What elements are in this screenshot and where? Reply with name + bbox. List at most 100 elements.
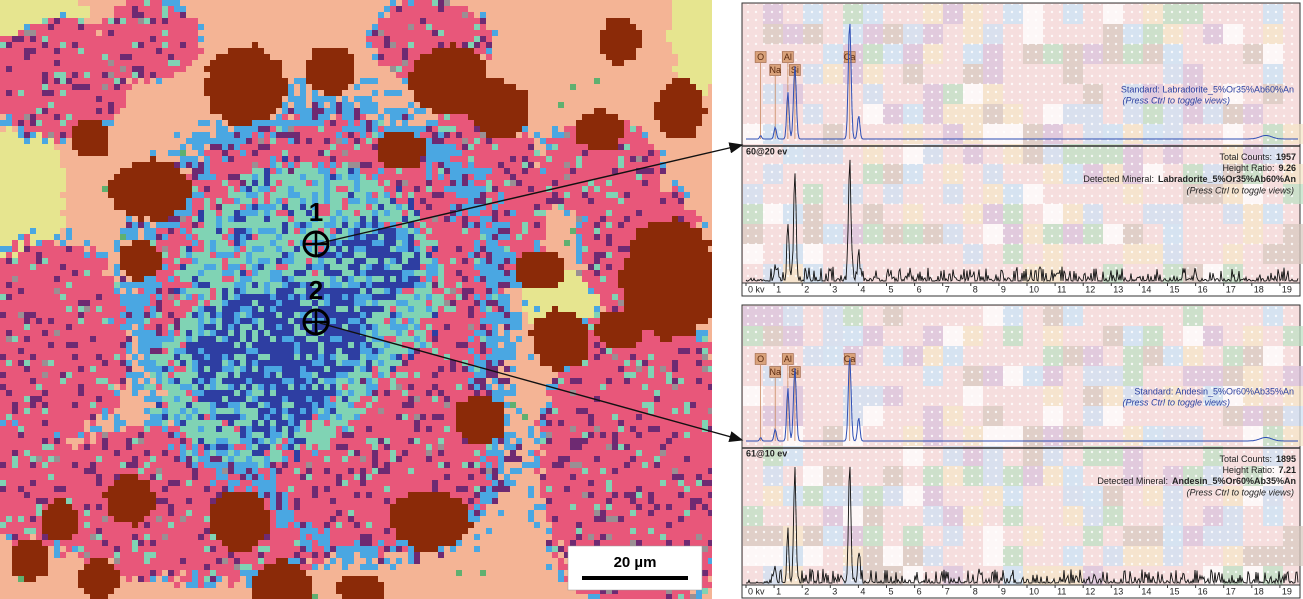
toggle-hint: (Press Ctrl to toggle views) [1122,397,1230,407]
scale-box [567,545,703,591]
element-label: O [757,52,764,62]
toggle-hint: (Press Ctrl to toggle views) [1186,185,1294,195]
map-phase [0,0,712,599]
axis-label: 12 [1085,284,1095,294]
measured-spectrum [745,159,1299,283]
axis-label: 10 [1029,284,1039,294]
element-box [769,366,782,378]
marker-cross [304,310,328,334]
axis-label: 16 [1198,586,1208,596]
axis-label: 11 [1057,586,1066,596]
axis-label: 5 [889,284,894,294]
toggle-hint: (Press Ctrl to toggle views) [1186,487,1294,497]
axis-label: 13 [1113,586,1123,596]
stat-value: Labradorite_5%Or35%Ab60%An [1158,174,1296,184]
axis-strip [741,282,1301,297]
toggle-hint: (Press Ctrl to toggle views) [1122,95,1230,105]
point-label: 61@10 ev [746,448,787,458]
axis-label: 4 [860,586,865,596]
axis-label: 6 [917,586,922,596]
axis-label: 8 [973,284,978,294]
standard-spectrum [746,23,1298,140]
panel-dots [743,306,1299,584]
spectra: 0 kv 1 2 3 4 5 6 7 8 9 10 11 12 13 14 15 16 17 18 19ONaAlSi… [741,2,1303,599]
stat: Detected Mineral: Labradorite_5%Or35%Ab60… [1083,174,1296,184]
overlay: 1 2 20 µm [302,142,744,591]
stat: Height Ratio: 7.21 [1222,465,1296,475]
axis-label: 18 [1254,586,1264,596]
standard-name: Standard: Labradorite_5%Or35%Ab60%An [1121,84,1294,94]
element-label: Na [769,367,781,377]
map-phase [156,156,438,462]
arrow [315,321,744,443]
element-label: O [757,354,764,364]
spectrum-panel: 0 kv 1 2 3 4 5 6 7 8 9 10 11 12 13 14 15 16 17 18 19ONaAlSi… [741,304,1303,599]
stat: Total Counts: 1895 [1219,454,1296,464]
stat-label: Total Counts: [1219,152,1272,162]
stat-value: 7.21 [1278,465,1296,475]
stat: Total Counts: 1957 [1219,152,1296,162]
axis-label: 0 kv [748,586,765,596]
axis-label: 5 [889,586,894,596]
axis-label: 2 [804,284,809,294]
axis-label: 8 [973,586,978,596]
scale-label: 20 µm [614,554,657,571]
axis-label: 3 [832,284,837,294]
stat-label: Height Ratio: [1222,465,1274,475]
panel-dots [743,4,1299,282]
axis-label: 10 [1029,586,1039,596]
spectrum-panel: 0 kv 1 2 3 4 5 6 7 8 9 10 11 12 13 14 15 16 17 18 19ONaAlSi… [741,2,1303,297]
stat-label: Total Counts: [1219,454,1272,464]
axis-label: 13 [1113,284,1123,294]
map-phase [0,0,712,599]
axis-label: 17 [1226,284,1236,294]
map-phase [0,0,712,599]
axis-label: 19 [1282,586,1292,596]
axis-label: 9 [1001,586,1006,596]
element-box [754,51,767,63]
axis-label: 1 [776,284,781,294]
axis-label: 11 [1057,284,1066,294]
element-box [782,353,794,365]
axis-label: 12 [1085,586,1095,596]
measured-spectrum [745,466,1299,585]
point-label: 60@20 ev [746,146,787,156]
axis-label: 4 [860,284,865,294]
element-label: Na [769,65,781,75]
mineral-map [0,0,712,599]
element-label: Ca [844,52,856,62]
element-box [769,64,782,76]
axis-label: 6 [917,284,922,294]
element-box [843,51,856,63]
element-label: Al [784,52,792,62]
axis-label: 0 kv [748,284,765,294]
stat-label: Height Ratio: [1222,163,1274,173]
axis-strip [741,584,1301,599]
element-box [782,51,794,63]
stat-value: Andesin_5%Or60%Ab35%An [1172,476,1296,486]
axis-label: 3 [832,586,837,596]
axis-label: 1 [776,586,781,596]
marker-label: 2 [309,275,323,305]
standard-name: Standard: Andesin_5%Or60%Ab35%An [1134,386,1294,396]
axis-label: 7 [945,284,950,294]
axis-label: 2 [804,586,809,596]
standard-spectrum [746,358,1298,442]
map-phase [0,0,712,599]
marker-cross [304,232,328,256]
axis-label: 7 [945,586,950,596]
stat-value: 1957 [1276,152,1296,162]
stat-value: 9.26 [1278,163,1296,173]
axis-label: 14 [1141,586,1151,596]
stat: Height Ratio: 9.26 [1222,163,1296,173]
axis-label: 15 [1170,284,1180,294]
element-label: Al [784,354,792,364]
arrow [315,142,744,245]
axis-label: 15 [1170,586,1180,596]
axis-label: 14 [1141,284,1151,294]
marker-label: 1 [309,197,323,227]
stat-label: Detected Mineral: [1083,174,1154,184]
stat-value: 1895 [1276,454,1296,464]
